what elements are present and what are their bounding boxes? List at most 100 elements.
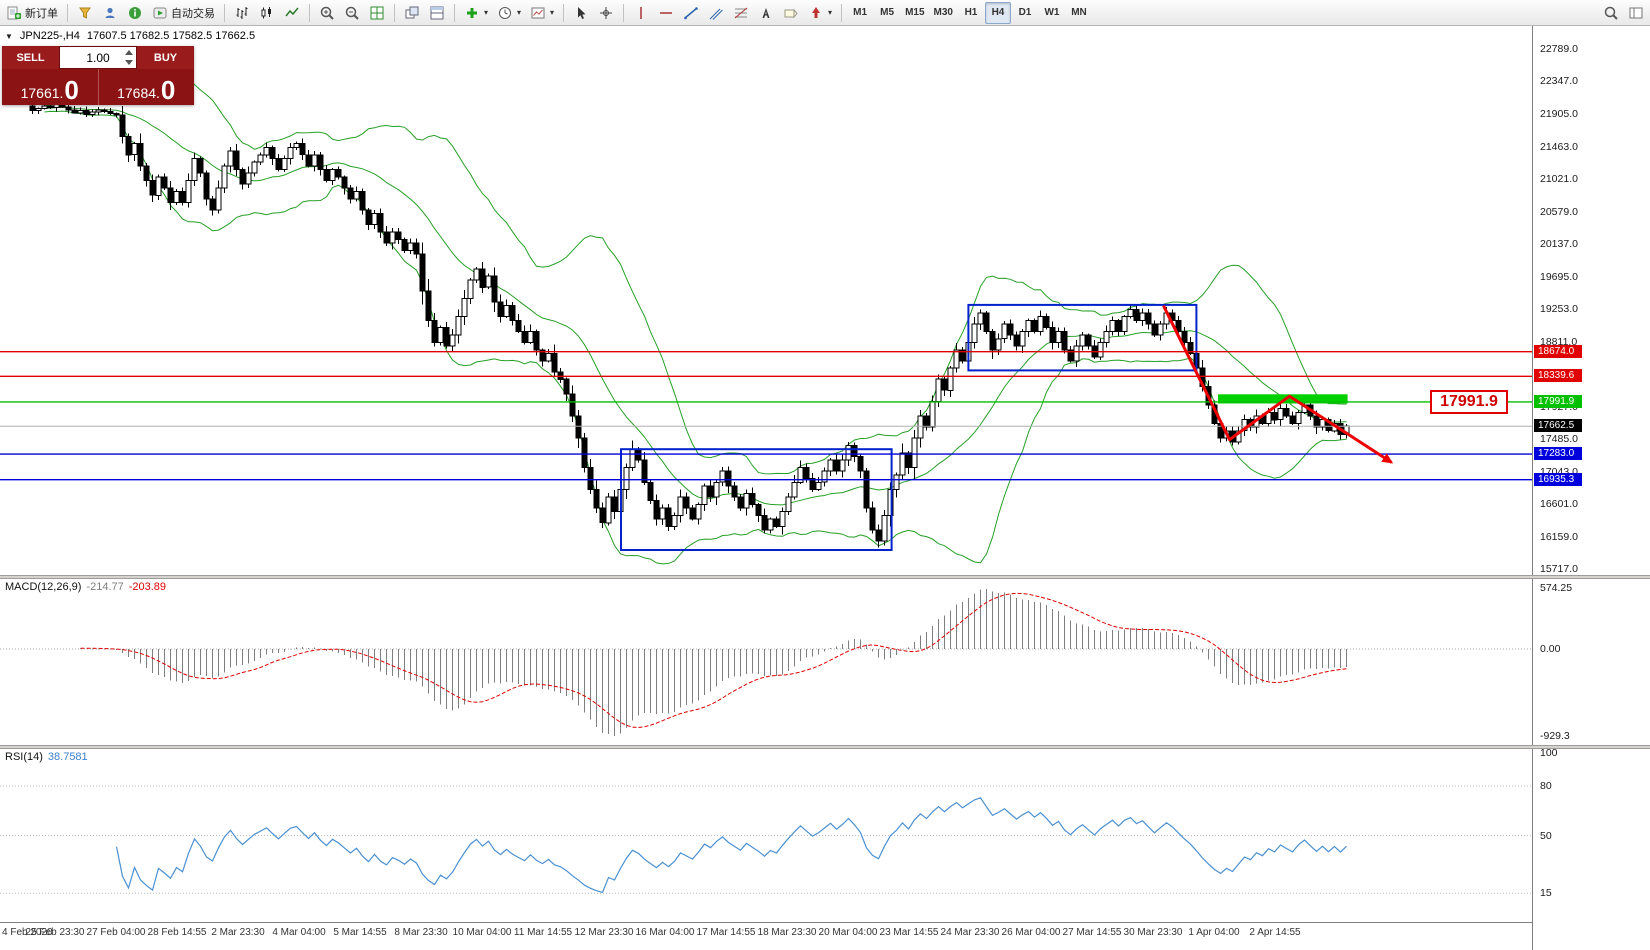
trendline-tool-button[interactable] (679, 2, 703, 24)
sell-button[interactable]: SELL (2, 46, 59, 69)
spin-down-icon[interactable] (124, 60, 133, 65)
time-axis-label: 10 Mar 04:00 (452, 927, 512, 938)
zoom-out-button[interactable] (340, 2, 364, 24)
candlestick-chart[interactable] (0, 26, 1532, 575)
macd-axis-label: 0.00 (1540, 643, 1561, 655)
templates-button[interactable]: ▾ (526, 2, 558, 24)
price-chart-panel[interactable]: ▼ JPN225-,H4 17607.5 17682.5 17582.5 176… (0, 26, 1532, 575)
price-axis[interactable]: 15717.016159.016601.017043.017485.017927… (1532, 26, 1650, 950)
time-axis-label: 11 Mar 14:55 (513, 927, 573, 938)
price-axis-label: 22789.0 (1540, 42, 1578, 55)
tile-horizontal-button[interactable] (425, 2, 449, 24)
rsi-panel[interactable]: RSI(14) 38.7581 (0, 749, 1532, 922)
one-click-trading-panel: SELL 1.00 BUY 17661. 0 17684. 0 (2, 46, 194, 105)
rsi-axis-label: 100 (1540, 747, 1558, 759)
info-button[interactable] (123, 2, 147, 24)
dropdown-caret-icon[interactable]: ▾ (550, 8, 555, 17)
buy-price[interactable]: 17684. 0 (117, 75, 176, 105)
toolbar-separator (394, 3, 395, 22)
new-order-icon (7, 6, 21, 19)
cascade-windows-button[interactable] (400, 2, 424, 24)
clock-icon (499, 6, 512, 19)
toolbar-separator (623, 3, 625, 22)
cursor-tool-button[interactable] (569, 2, 593, 24)
chart-line-icon (285, 7, 299, 16)
price-callout[interactable]: 17991.9 (1430, 390, 1508, 414)
chart-candles-icon (261, 6, 271, 18)
macd-panel[interactable]: MACD(12,26,9) -214.77 -203.89 (0, 579, 1532, 745)
volume-spinner[interactable] (123, 50, 134, 65)
search-icon (1604, 6, 1618, 20)
price-axis-label: 21905.0 (1540, 107, 1578, 120)
auto-trading-button[interactable]: 自动交易 (148, 2, 219, 24)
tf-w1-button[interactable]: W1 (1044, 7, 1060, 18)
crosshair-icon (600, 6, 613, 19)
price-axis-label: 18811.0 (1540, 335, 1578, 348)
chart-bars-icon (236, 6, 248, 19)
search-button[interactable] (1599, 2, 1623, 24)
rsi-axis-label: 50 (1540, 829, 1552, 842)
vertical-line-tool-button[interactable] (629, 2, 653, 24)
macd-label: MACD(12,26,9) -214.77 -203.89 (5, 581, 167, 593)
tf-m5-button[interactable]: M5 (880, 7, 895, 18)
time-axis-label: 8 Mar 23:30 (394, 927, 448, 938)
chart-symbol-label: JPN225-,H4 (19, 30, 80, 42)
time-axis-label: 20 Mar 04:00 (818, 927, 878, 938)
time-axis-label: 18 Mar 23:30 (757, 927, 817, 938)
price-line-badge: 16935.3 (1534, 472, 1582, 486)
tf-h1-button[interactable]: H1 (964, 7, 978, 18)
tf-m30-button[interactable]: M30 (933, 7, 953, 18)
line-chart-mode-button[interactable] (280, 2, 304, 24)
one-click-collapse-icon[interactable]: ▼ (5, 31, 13, 41)
tf-d1-button[interactable]: D1 (1018, 7, 1032, 18)
time-axis-label: 27 Mar 14:55 (1062, 927, 1122, 938)
funnel-button[interactable] (73, 2, 97, 24)
bar-chart-mode-button[interactable] (230, 2, 254, 24)
label-tool-button[interactable] (779, 2, 803, 24)
panels-button[interactable] (1624, 2, 1648, 24)
macd-axis-label: 574.25 (1540, 582, 1573, 594)
panel-splitter[interactable] (0, 575, 1650, 579)
fibonacci-tool-button[interactable] (729, 2, 753, 24)
panel-splitter[interactable] (0, 745, 1650, 749)
dropdown-caret-icon[interactable]: ▾ (517, 8, 522, 17)
profile-button[interactable] (98, 2, 122, 24)
time-axis-label: 24 Mar 23:30 (940, 927, 1000, 938)
price-axis-label: 20137.0 (1540, 238, 1578, 251)
price-axis-label: 19253.0 (1540, 303, 1578, 316)
time-axis-label: 4 Mar 04:00 (272, 927, 326, 938)
time-axis-label: 2 Apr 14:55 (1249, 927, 1301, 938)
tf-m1-button[interactable]: M1 (853, 7, 868, 18)
zoom-in-icon (320, 6, 334, 20)
rsi-chart (0, 785, 1532, 894)
dropdown-caret-icon[interactable]: ▾ (484, 8, 489, 17)
price-axis-label: 20579.0 (1540, 205, 1578, 218)
spin-up-icon[interactable] (124, 50, 133, 55)
horizontal-line-tool-button[interactable] (654, 2, 678, 24)
sell-price[interactable]: 17661. 0 (2, 69, 99, 105)
crosshair-tool-button[interactable] (594, 2, 618, 24)
dropdown-caret-icon[interactable]: ▾ (828, 8, 833, 17)
channel-tool-button[interactable] (704, 2, 728, 24)
macd-axis-label: -929.3 (1540, 730, 1570, 742)
time-axis[interactable]: 4 Feb 2020 25 Feb 23:30 27 Feb 04:00 28 Feb… (0, 922, 1532, 950)
chart-ohlc-values: 17607.5 17682.5 17582.5 17662.5 (86, 30, 256, 42)
time-axis-label: 12 Mar 23:30 (574, 927, 634, 938)
time-axis-label: 28 Feb 14:55 (147, 927, 207, 938)
tf-h4-button[interactable]: H4 (984, 1, 1011, 24)
candlestick-mode-button[interactable] (255, 2, 279, 24)
buy-button[interactable]: BUY (137, 46, 194, 69)
tile-h-icon (430, 6, 444, 19)
time-axis-label: 4 Feb 2020 (2, 927, 53, 938)
tf-mn-button[interactable]: MN (1071, 7, 1087, 18)
periods-button[interactable]: ▾ (493, 2, 525, 24)
text-tool-button[interactable] (754, 2, 778, 24)
zoom-in-button[interactable] (315, 2, 339, 24)
volume-field[interactable]: 1.00 (59, 46, 137, 69)
add-indicator-button[interactable]: ▾ (460, 2, 492, 24)
arrows-tool-button[interactable]: ▾ (804, 2, 836, 24)
toolbar-separator (841, 3, 843, 22)
new-order-button[interactable]: 新订单 (2, 2, 62, 24)
tile-windows-button[interactable] (365, 2, 389, 24)
tf-m15-button[interactable]: M15 (905, 7, 925, 18)
